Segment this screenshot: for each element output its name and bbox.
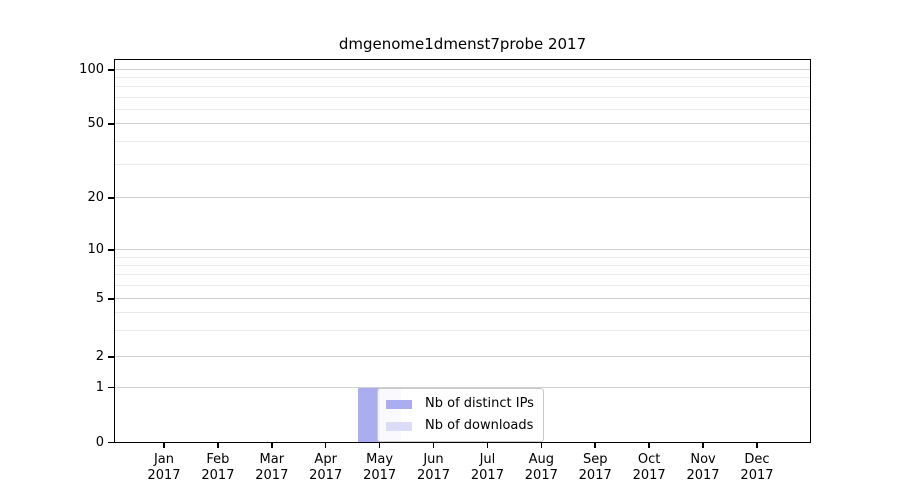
major-gridline (114, 355, 811, 357)
minor-gridline (114, 256, 811, 258)
x-tick-mark (756, 442, 758, 448)
x-tick-label: Nov 2017 (663, 452, 743, 484)
x-tick-mark (432, 442, 435, 448)
y-tick-label: 2 (95, 348, 104, 364)
x-tick-mark (594, 442, 596, 448)
y-tick-mark (108, 441, 114, 444)
minor-gridline (114, 312, 811, 314)
legend-swatch-distinct-ips (386, 399, 412, 409)
y-tick-label: 0 (95, 434, 104, 450)
y-tick-mark (108, 249, 114, 251)
x-tick-mark (217, 442, 219, 448)
chart-title: dmgenome1dmenst7probe 2017 (338, 35, 587, 53)
year-label: 2017 (147, 467, 181, 483)
y-tick-label: 1 (95, 379, 104, 395)
y-tick-label: 50 (87, 116, 104, 131)
minor-gridline (114, 140, 811, 142)
month-label: Dec (744, 451, 770, 467)
legend-label-downloads: Nb of downloads (425, 418, 534, 433)
x-tick-label: Jul 2017 (447, 452, 527, 484)
axes-frame (114, 58, 811, 443)
y-tick-mark (108, 386, 114, 389)
y-tick-label: 5 (95, 290, 104, 306)
x-tick-mark (540, 442, 543, 448)
x-tick-label: Dec 2017 (717, 452, 797, 484)
x-tick-label: Mar 2017 (232, 452, 312, 484)
legend-label-distinct-ips: Nb of distinct IPs (425, 396, 534, 411)
x-tick-mark (702, 442, 704, 448)
x-tick-mark (486, 442, 489, 448)
x-tick-mark (271, 442, 273, 448)
plot-area: Nb of distinct IPs Nb of downloads 0 1 2 5 1… (79, 58, 811, 483)
minor-gridline (114, 108, 811, 110)
minor-gridline (114, 86, 811, 88)
y-tick-label: 10 (87, 242, 104, 257)
month-label: Aug (528, 451, 555, 467)
legend: Nb of distinct IPs Nb of downloads (377, 388, 544, 442)
x-tick-label: Apr 2017 (286, 452, 366, 484)
year-label: 2017 (578, 467, 612, 483)
x-tick-label: Aug 2017 (501, 452, 581, 484)
x-tick-label: Jun 2017 (394, 452, 474, 484)
x-tick-mark (648, 442, 650, 448)
minor-gridline (114, 330, 811, 332)
month-label: Apr (314, 451, 337, 467)
month-label: Jan (153, 451, 174, 467)
year-label: 2017 (686, 467, 720, 483)
year-label: 2017 (632, 467, 666, 483)
major-gridline (114, 69, 811, 71)
x-tick-label: Sep 2017 (555, 452, 635, 484)
year-label: 2017 (255, 467, 289, 483)
x-tick-mark (378, 442, 381, 448)
y-tick-mark (108, 197, 114, 199)
x-tick-mark (163, 442, 165, 448)
month-label: May (366, 451, 394, 467)
legend-row-distinct-ips: Nb of distinct IPs (386, 395, 534, 413)
x-tick-label: May 2017 (340, 452, 420, 484)
year-label: 2017 (470, 467, 504, 483)
x-tick-label: Feb 2017 (178, 452, 258, 484)
y-tick-mark (108, 356, 114, 358)
year-label: 2017 (416, 467, 451, 483)
year-label: 2017 (363, 467, 397, 483)
year-label: 2017 (201, 467, 235, 483)
major-gridline (114, 123, 811, 125)
year-label: 2017 (524, 467, 558, 483)
major-gridline (114, 386, 811, 388)
month-label: Jul (479, 451, 496, 467)
minor-gridline (114, 77, 811, 79)
bar-distinct-ips (358, 387, 380, 443)
major-gridline (114, 249, 811, 251)
minor-gridline (114, 274, 811, 276)
x-tick-label: Jan 2017 (124, 452, 204, 484)
minor-gridline (114, 96, 811, 98)
year-label: 2017 (740, 467, 774, 483)
month-label: Sep (582, 451, 608, 467)
month-label: Oct (637, 451, 661, 467)
month-label: Nov (690, 451, 716, 467)
y-tick-label: 20 (87, 190, 104, 205)
month-label: Jun (423, 451, 444, 467)
x-tick-label: Oct 2017 (609, 452, 689, 484)
month-label: Mar (259, 451, 285, 467)
year-label: 2017 (309, 467, 343, 483)
x-tick-mark (324, 442, 327, 448)
month-label: Feb (206, 451, 230, 467)
y-tick-mark (108, 298, 114, 300)
y-tick-mark (108, 123, 114, 125)
legend-swatch-downloads (386, 421, 412, 431)
minor-gridline (114, 264, 811, 266)
major-gridline (114, 197, 811, 199)
y-tick-label: 100 (79, 62, 104, 78)
y-tick-mark (108, 69, 114, 71)
legend-row-downloads: Nb of downloads (386, 417, 534, 435)
minor-gridline (114, 285, 811, 287)
minor-gridline (114, 164, 811, 166)
major-gridline (114, 298, 811, 299)
